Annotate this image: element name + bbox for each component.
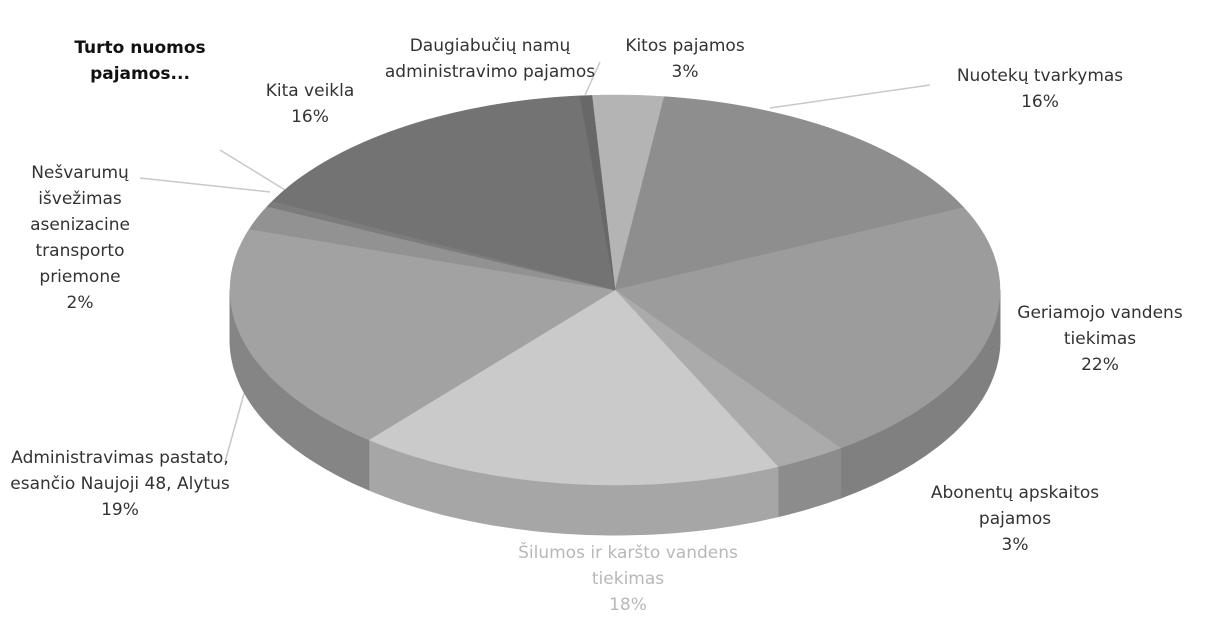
slice — [229, 228, 616, 441]
slice-label: Nešvarumų išvežimas asenizacine transpor… — [5, 160, 155, 316]
value-label: 19% — [101, 500, 139, 520]
slice — [272, 95, 616, 291]
slice-label: Abonentų apskaitos pajamos 3% — [895, 480, 1135, 558]
slice-label: Administravimas pastato, esančio Naujoji… — [5, 445, 235, 523]
leader-line — [139, 177, 271, 193]
value-label: 2% — [66, 293, 94, 313]
slice-label: Nuotekų tvarkymas 16% — [910, 63, 1170, 115]
slice-label: Kita veikla 16% — [230, 78, 390, 130]
slice — [614, 289, 841, 467]
slice-label: Daugiabučių namų administravimo pajamos — [375, 33, 605, 85]
value-label: 16% — [291, 107, 329, 127]
slice — [368, 289, 779, 486]
category-label: Šilumos ir karšto vandens tiekimas — [518, 543, 738, 589]
category-label: Abonentų apskaitos pajamos — [930, 483, 1100, 529]
category-label: Nešvarumų išvežimas asenizacine transpor… — [30, 163, 130, 287]
category-label: Turto nuomos pajamos... — [74, 38, 206, 84]
slice-label: Geriamojo vandens tiekimas 22% — [980, 300, 1211, 378]
category-label: Geriamojo vandens tiekimas — [1017, 303, 1183, 349]
leader-line — [224, 389, 246, 463]
slice — [614, 96, 965, 291]
slice — [248, 206, 616, 291]
slice-label: Šilumos ir karšto vandens tiekimas 18% — [518, 540, 738, 618]
category-label: Administravimas pastato, esančio Naujoji… — [10, 448, 230, 494]
category-label: Nuotekų tvarkymas — [956, 66, 1124, 86]
leader-lines — [139, 61, 931, 463]
category-label: Daugiabučių namų administravimo pajamos — [384, 36, 596, 82]
leader-line — [584, 61, 601, 96]
slice-label: Kitos pajamos 3% — [585, 33, 785, 85]
slice — [614, 207, 1001, 449]
value-label: 22% — [1081, 355, 1119, 375]
value-label: 3% — [1001, 535, 1029, 555]
leader-line — [219, 149, 286, 191]
slice — [579, 95, 616, 291]
category-label: Kita veikla — [265, 81, 355, 101]
value-label: 16% — [1021, 92, 1059, 112]
slice — [591, 94, 665, 291]
value-label: 18% — [609, 595, 647, 615]
category-label: Kitos pajamos — [625, 36, 745, 56]
value-label: 3% — [671, 62, 699, 82]
slice-label: Turto nuomos pajamos... — [65, 35, 215, 87]
leader-line — [769, 84, 931, 109]
